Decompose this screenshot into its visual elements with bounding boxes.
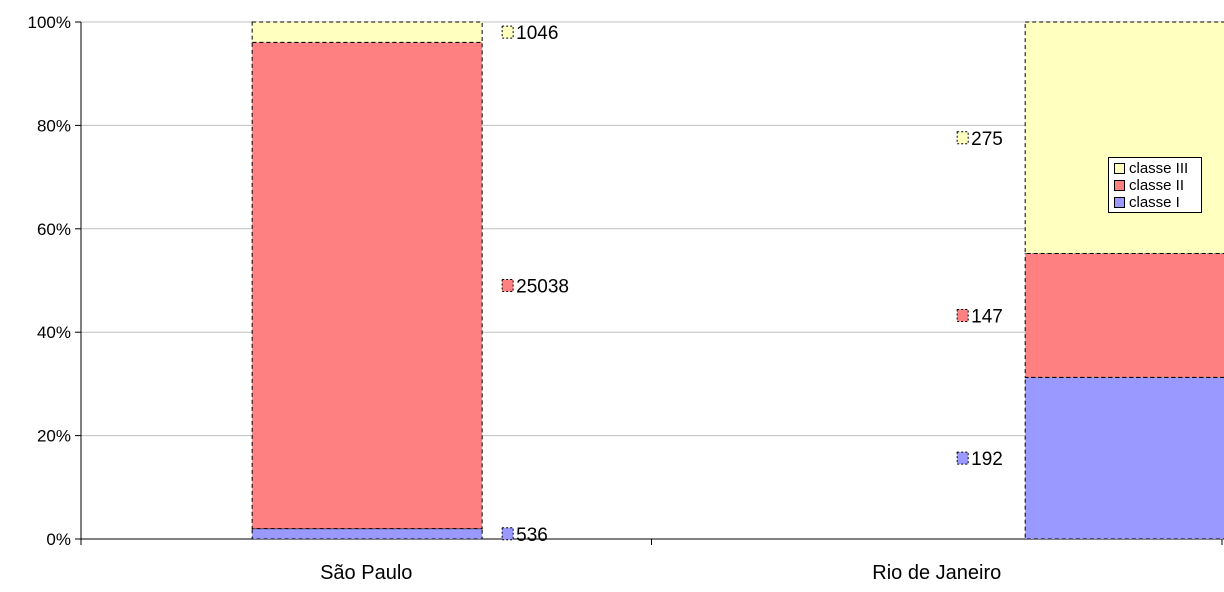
bar-segment	[1024, 376, 1224, 540]
legend: classe III classe II classe I	[1108, 157, 1202, 213]
data-label: 147	[971, 306, 1003, 327]
legend-item-classe-iii: classe III	[1114, 160, 1201, 177]
data-label-marker	[501, 25, 514, 39]
y-tick-label: 100%	[28, 13, 71, 32]
y-tick-label: 0%	[46, 530, 71, 549]
data-label: 25038	[516, 276, 569, 297]
legend-item-classe-i: classe I	[1114, 194, 1201, 211]
bar-segment	[1024, 21, 1224, 255]
data-label-marker	[501, 278, 514, 292]
legend-swatch-classe-ii	[1114, 180, 1125, 191]
legend-swatch-classe-i	[1114, 197, 1125, 208]
data-label: 192	[971, 449, 1003, 470]
x-tick-label: Rio de Janeiro	[872, 562, 1001, 584]
bar-segment	[251, 41, 483, 530]
y-tick-label: 20%	[37, 427, 71, 446]
bar-segment	[251, 21, 483, 43]
y-tick-label: 60%	[37, 220, 71, 239]
legend-label-classe-i: classe I	[1129, 194, 1180, 211]
legend-label-classe-ii: classe II	[1129, 177, 1185, 194]
data-label: 275	[971, 129, 1003, 150]
data-label: 536	[516, 525, 548, 546]
bar-segment	[1024, 253, 1224, 378]
y-tick-label: 80%	[37, 116, 71, 135]
data-label: 1046	[516, 23, 558, 44]
legend-swatch-classe-iii	[1114, 163, 1125, 174]
bar-segment	[251, 528, 483, 540]
x-tick-label: São Paulo	[320, 562, 412, 584]
legend-label-classe-iii: classe III	[1129, 160, 1189, 177]
data-label-marker	[501, 527, 514, 541]
legend-item-classe-ii: classe II	[1114, 177, 1201, 194]
data-label-marker	[956, 308, 969, 322]
y-tick-label: 40%	[37, 323, 71, 342]
data-label-marker	[956, 451, 969, 465]
data-label-marker	[956, 131, 969, 145]
